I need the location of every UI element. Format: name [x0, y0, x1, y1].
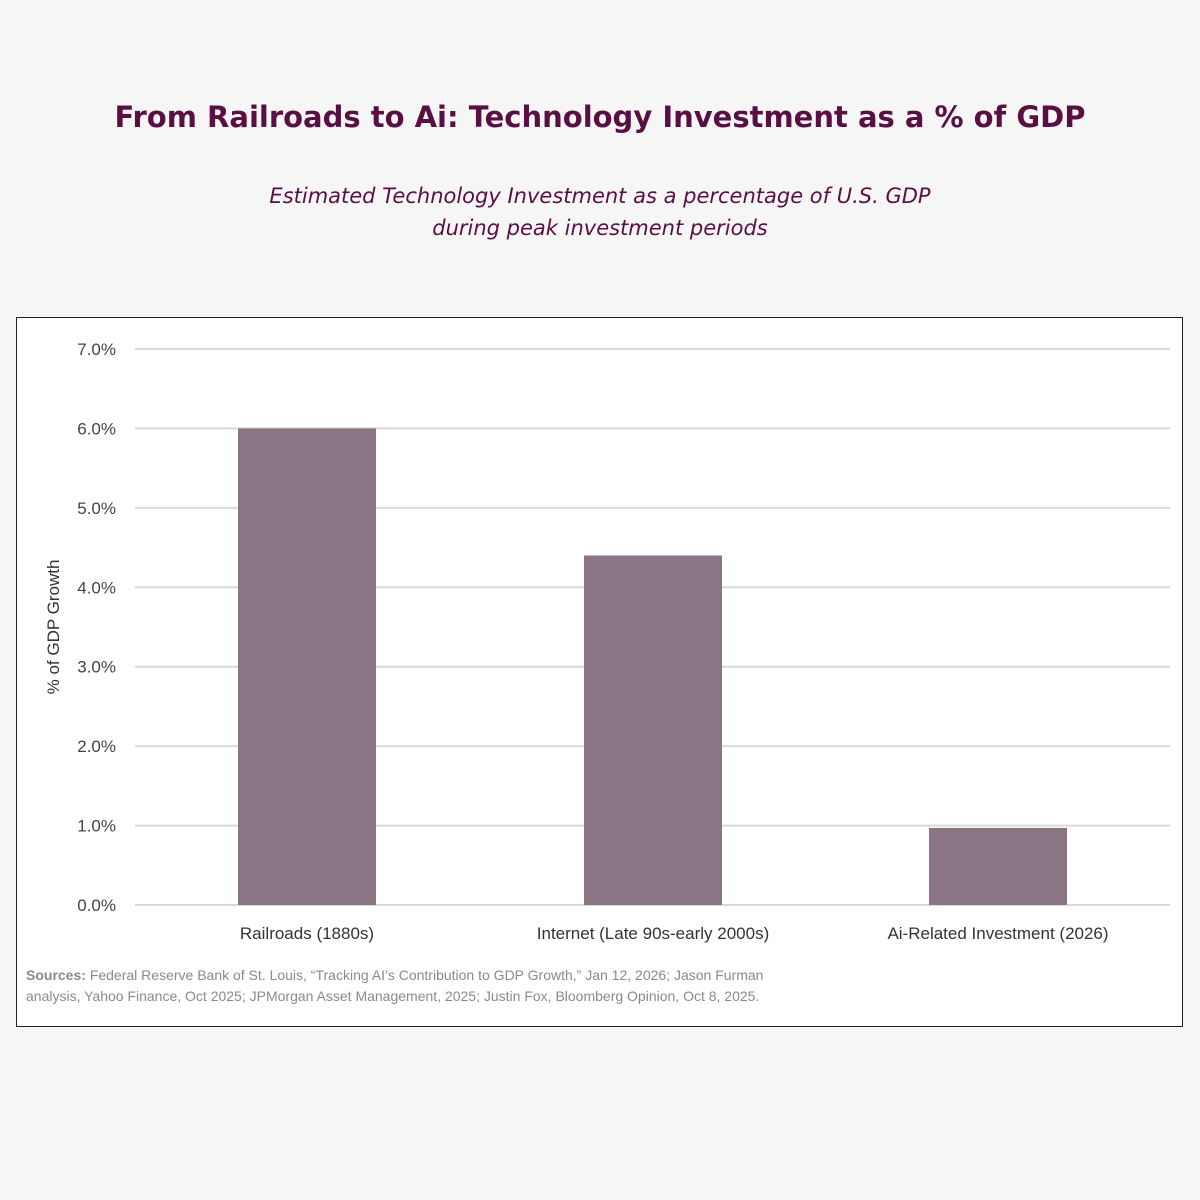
chart-frame	[16, 317, 1183, 1027]
x-tick-label: Railroads (1880s)	[240, 924, 374, 943]
y-tick-label: 1.0%	[77, 817, 116, 836]
x-tick-label: Ai-Related Investment (2026)	[887, 924, 1108, 943]
bar	[929, 827, 1067, 905]
y-tick-label: 2.0%	[77, 737, 116, 756]
y-tick-label: 7.0%	[77, 340, 116, 359]
chart-subtitle-line-1: Estimated Technology Investment as a per…	[269, 184, 931, 208]
y-axis-label: % of GDP Growth	[44, 560, 63, 695]
y-tick-label: 3.0%	[77, 658, 116, 677]
chart-subtitle-line-2: during peak investment periods	[432, 216, 768, 240]
x-tick-label: Internet (Late 90s-early 2000s)	[537, 924, 769, 943]
sources-text: Federal Reserve Bank of St. Louis, “Trac…	[26, 967, 764, 1004]
bar	[238, 428, 376, 905]
bar	[584, 555, 722, 905]
y-tick-label: 6.0%	[77, 419, 116, 438]
sources-note: Sources: Federal Reserve Bank of St. Lou…	[26, 965, 806, 1007]
sources-label: Sources:	[26, 967, 86, 983]
chart-title: From Railroads to Ai: Technology Investm…	[114, 100, 1086, 134]
y-tick-label: 4.0%	[77, 578, 116, 597]
y-tick-label: 5.0%	[77, 499, 116, 518]
y-tick-label: 0.0%	[77, 896, 116, 915]
